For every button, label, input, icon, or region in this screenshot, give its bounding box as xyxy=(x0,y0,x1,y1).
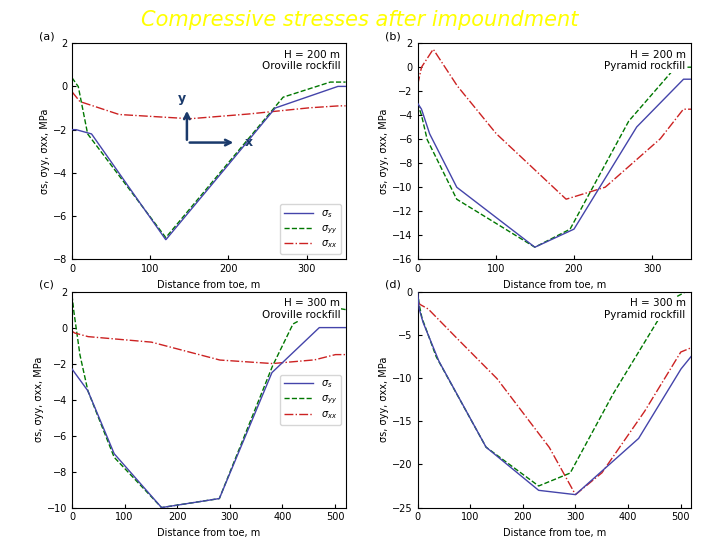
Y-axis label: σs, σyy, σxx, MPa: σs, σyy, σxx, MPa xyxy=(40,109,50,194)
Legend: $\sigma_s$, $\sigma_{yy}$, $\sigma_{xx}$: $\sigma_s$, $\sigma_{yy}$, $\sigma_{xx}$ xyxy=(280,204,341,254)
Text: H = 200 m
Oroville rockfill: H = 200 m Oroville rockfill xyxy=(261,50,340,71)
Y-axis label: σs, σyy, σxx, MPa: σs, σyy, σxx, MPa xyxy=(379,109,390,194)
Text: Compressive stresses after impoundment: Compressive stresses after impoundment xyxy=(141,10,579,30)
Text: x: x xyxy=(244,136,253,149)
Text: H = 300 m
Pyramid rockfill: H = 300 m Pyramid rockfill xyxy=(605,298,685,320)
Text: H = 200 m
Pyramid rockfill: H = 200 m Pyramid rockfill xyxy=(605,50,685,71)
Text: H = 300 m
Oroville rockfill: H = 300 m Oroville rockfill xyxy=(261,298,340,320)
Text: (c): (c) xyxy=(39,279,54,289)
X-axis label: Distance from toe, m: Distance from toe, m xyxy=(503,280,606,289)
X-axis label: Distance from toe, m: Distance from toe, m xyxy=(157,528,261,538)
Y-axis label: σs, σyy, σxx, MPa: σs, σyy, σxx, MPa xyxy=(34,357,44,442)
Text: (a): (a) xyxy=(39,31,55,41)
Text: (d): (d) xyxy=(384,279,400,289)
Legend: $\sigma_s$, $\sigma_{yy}$, $\sigma_{xx}$: $\sigma_s$, $\sigma_{yy}$, $\sigma_{xx}$ xyxy=(280,375,341,424)
X-axis label: Distance from toe, m: Distance from toe, m xyxy=(157,280,261,289)
Text: (b): (b) xyxy=(384,31,400,41)
X-axis label: Distance from toe, m: Distance from toe, m xyxy=(503,528,606,538)
Text: y: y xyxy=(177,91,186,105)
Y-axis label: σs, σyy, σxx, MPa: σs, σyy, σxx, MPa xyxy=(379,357,390,442)
